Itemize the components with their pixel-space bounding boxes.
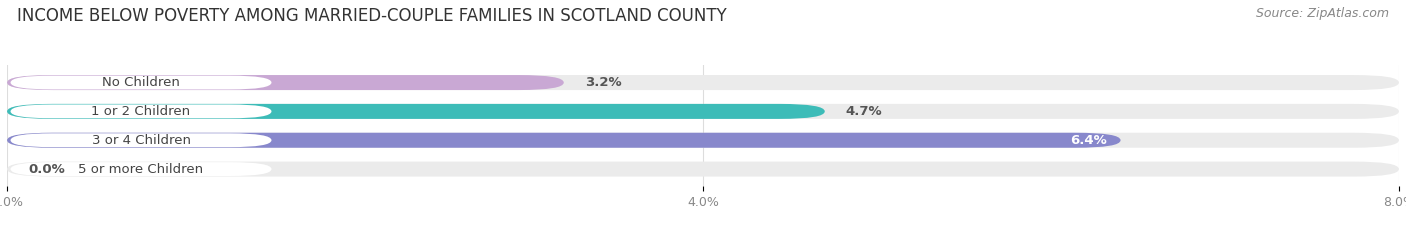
FancyBboxPatch shape [7, 133, 1121, 148]
Text: 6.4%: 6.4% [1070, 134, 1107, 147]
Text: 1 or 2 Children: 1 or 2 Children [91, 105, 191, 118]
Text: No Children: No Children [103, 76, 180, 89]
FancyBboxPatch shape [7, 104, 825, 119]
Text: 0.0%: 0.0% [28, 163, 65, 176]
Text: 3 or 4 Children: 3 or 4 Children [91, 134, 190, 147]
FancyBboxPatch shape [10, 76, 271, 89]
FancyBboxPatch shape [7, 75, 564, 90]
FancyBboxPatch shape [10, 162, 271, 176]
FancyBboxPatch shape [7, 133, 1399, 148]
Text: 4.7%: 4.7% [845, 105, 883, 118]
Text: 3.2%: 3.2% [585, 76, 621, 89]
FancyBboxPatch shape [10, 133, 271, 147]
FancyBboxPatch shape [7, 162, 1399, 177]
FancyBboxPatch shape [7, 75, 1399, 90]
FancyBboxPatch shape [7, 104, 1399, 119]
FancyBboxPatch shape [10, 104, 271, 118]
Text: Source: ZipAtlas.com: Source: ZipAtlas.com [1256, 7, 1389, 20]
Text: 5 or more Children: 5 or more Children [79, 163, 204, 176]
Text: INCOME BELOW POVERTY AMONG MARRIED-COUPLE FAMILIES IN SCOTLAND COUNTY: INCOME BELOW POVERTY AMONG MARRIED-COUPL… [17, 7, 727, 25]
